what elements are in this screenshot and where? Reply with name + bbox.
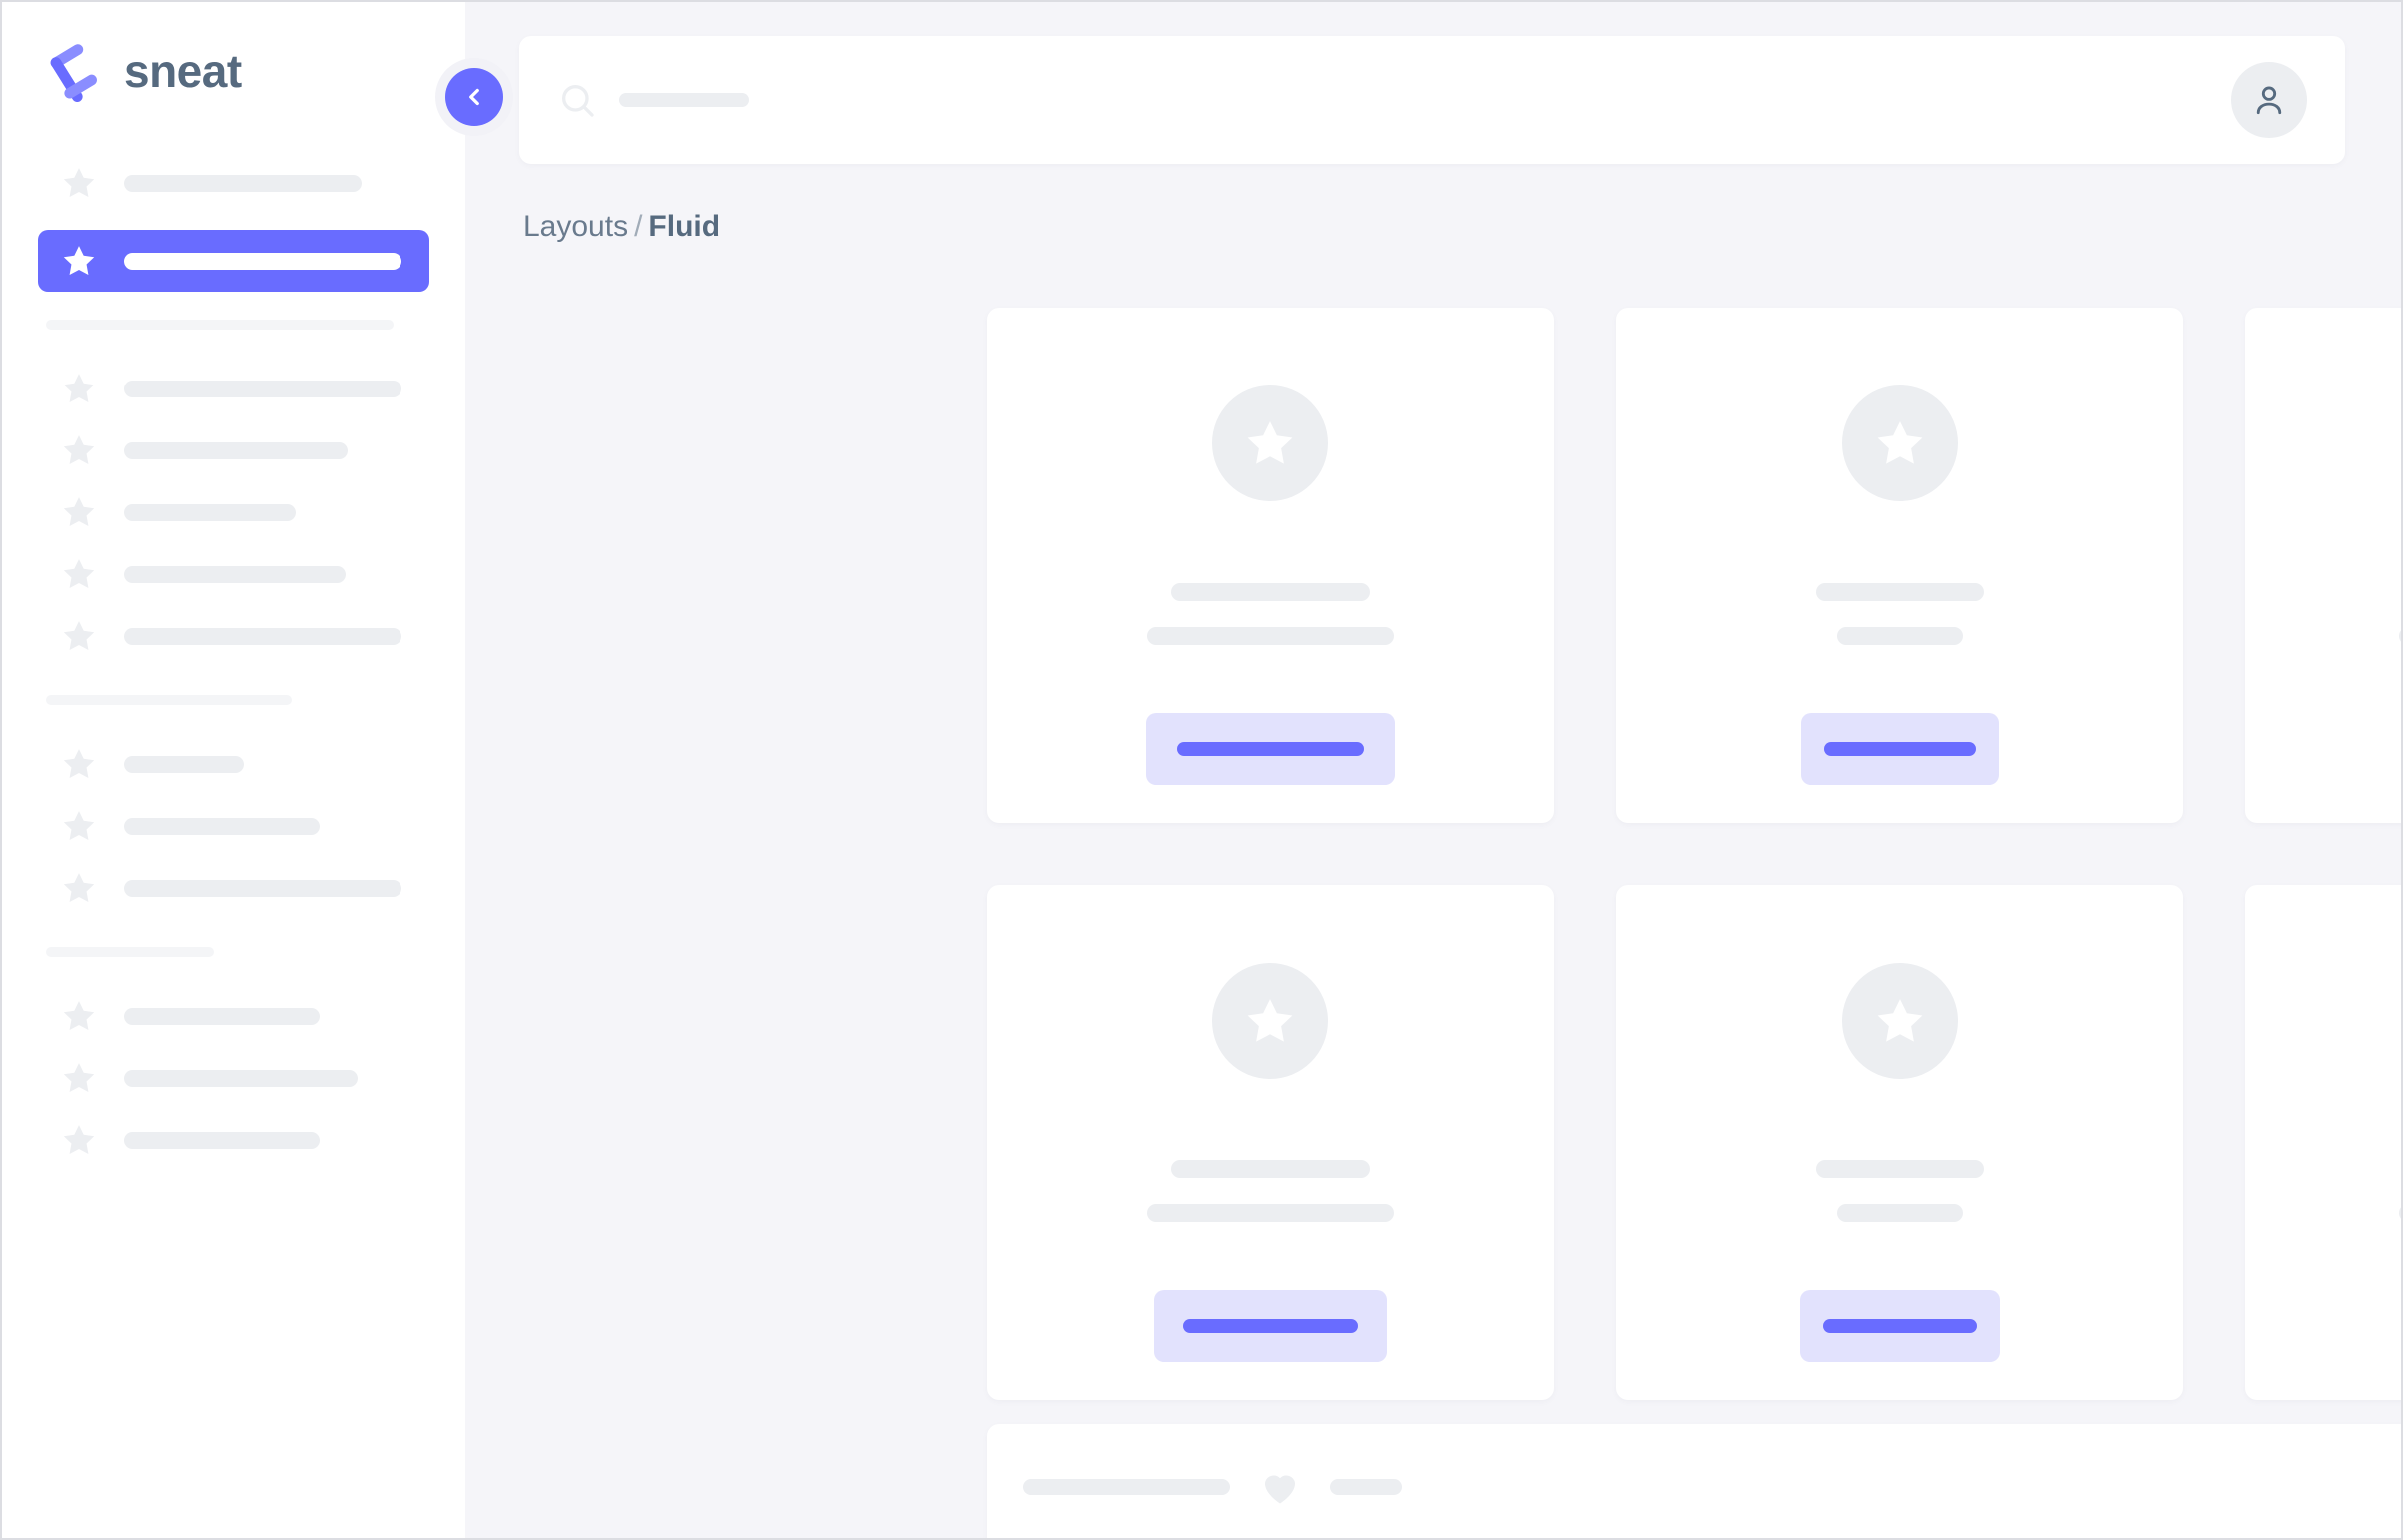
sidebar-divider <box>46 947 214 957</box>
sidebar-item-label-placeholder <box>124 503 296 521</box>
sidebar-item-6[interactable] <box>38 605 429 667</box>
star-icon <box>63 435 95 464</box>
card-avatar <box>1212 963 1328 1079</box>
sidebar-item-label-placeholder <box>124 879 401 897</box>
sidebar-item-5[interactable] <box>38 543 429 605</box>
avatar[interactable] <box>2231 62 2307 138</box>
sidebar-item-label-placeholder <box>124 627 401 645</box>
sidebar-item-1[interactable] <box>38 230 429 292</box>
search-icon <box>562 85 594 117</box>
sidebar-item-10[interactable] <box>38 985 429 1047</box>
sidebar: sneat <box>2 2 513 1538</box>
skeleton-card[interactable] <box>1616 885 2183 1400</box>
star-icon <box>1877 421 1923 464</box>
sidebar-item-2[interactable] <box>38 358 429 419</box>
star-icon <box>1247 999 1293 1042</box>
top-navbar <box>519 36 2345 164</box>
sidebar-item-label-placeholder <box>124 755 244 773</box>
sidebar-item-label-placeholder <box>124 174 362 192</box>
sidebar-item-0[interactable] <box>38 152 429 214</box>
sidebar-item-label-placeholder <box>124 565 346 583</box>
card-avatar <box>1842 385 1958 501</box>
sidebar-item-7[interactable] <box>38 733 429 795</box>
card-action-label-placeholder <box>1823 1319 1977 1333</box>
search-box[interactable] <box>557 80 2231 120</box>
card-subtitle-placeholder <box>1837 1204 1963 1222</box>
sidebar-item-12[interactable] <box>38 1109 429 1170</box>
skeleton-card[interactable] <box>1616 308 2183 823</box>
card-title-placeholder <box>1816 1160 1984 1178</box>
star-icon <box>63 168 95 197</box>
card-title-placeholder <box>1171 583 1370 601</box>
star-icon <box>63 1001 95 1030</box>
star-icon <box>63 246 95 275</box>
card-subtitle-placeholder <box>2399 627 2401 645</box>
sidebar-item-label-placeholder <box>124 817 320 835</box>
search-input[interactable] <box>619 93 749 107</box>
card-title-placeholder <box>1171 1160 1370 1178</box>
brand-name: sneat <box>124 45 242 97</box>
card-avatar <box>1842 963 1958 1079</box>
card-avatar <box>1212 385 1328 501</box>
sidebar-item-4[interactable] <box>38 481 429 543</box>
sidebar-item-label-placeholder <box>124 441 348 459</box>
skeleton-card[interactable] <box>2245 308 2401 823</box>
sidebar-item-label-placeholder <box>124 1131 320 1149</box>
sidebar-divider <box>46 695 292 705</box>
sidebar-divider <box>46 320 394 330</box>
sidebar-item-8[interactable] <box>38 795 429 857</box>
sidebar-collapse-button[interactable] <box>435 58 513 136</box>
heart-icon <box>1264 1475 1296 1504</box>
card-action-button[interactable] <box>1801 713 1999 785</box>
skeleton-card[interactable] <box>2245 885 2401 1400</box>
sidebar-item-label-placeholder <box>124 252 401 270</box>
breadcrumb: Layouts / Fluid <box>523 210 720 244</box>
chevron-left-icon <box>445 68 503 126</box>
card-subtitle-placeholder <box>2399 1204 2401 1222</box>
card-action-label-placeholder <box>1177 742 1364 756</box>
breadcrumb-parent[interactable]: Layouts <box>523 210 629 243</box>
card-grid <box>987 308 2401 1400</box>
star-icon <box>63 811 95 840</box>
star-icon <box>1877 999 1923 1042</box>
footer <box>987 1424 2401 1538</box>
card-title-placeholder <box>1816 583 1984 601</box>
sidebar-item-label-placeholder <box>124 1007 320 1025</box>
breadcrumb-separator: / <box>634 210 643 243</box>
footer-author-placeholder <box>1330 1479 1402 1495</box>
card-action-label-placeholder <box>1183 1319 1358 1333</box>
card-action-button[interactable] <box>1146 713 1395 785</box>
sidebar-item-9[interactable] <box>38 857 429 919</box>
footer-text-placeholder <box>1023 1479 1230 1495</box>
star-icon <box>63 497 95 526</box>
star-icon <box>63 873 95 902</box>
sneat-logo-icon <box>50 44 97 102</box>
sidebar-menu <box>2 152 465 1170</box>
skeleton-card[interactable] <box>987 885 1554 1400</box>
card-subtitle-placeholder <box>1147 1204 1394 1222</box>
star-icon <box>63 559 95 588</box>
sidebar-item-label-placeholder <box>124 1069 358 1087</box>
star-icon <box>1247 421 1293 464</box>
sidebar-item-label-placeholder <box>124 380 401 397</box>
footer-left <box>1023 1465 1402 1509</box>
brand[interactable]: sneat <box>40 40 242 102</box>
card-action-label-placeholder <box>1824 742 1976 756</box>
card-action-button[interactable] <box>1154 1290 1387 1362</box>
star-icon <box>63 374 95 402</box>
sidebar-item-11[interactable] <box>38 1047 429 1109</box>
user-icon <box>2256 86 2282 115</box>
star-icon <box>63 621 95 650</box>
content-area: Layouts / Fluid <box>465 2 2401 1538</box>
sidebar-item-3[interactable] <box>38 419 429 481</box>
card-subtitle-placeholder <box>1837 627 1963 645</box>
card-action-button[interactable] <box>1800 1290 2000 1362</box>
star-icon <box>63 1063 95 1092</box>
star-icon <box>63 749 95 778</box>
breadcrumb-current: Fluid <box>648 210 721 243</box>
skeleton-card[interactable] <box>987 308 1554 823</box>
star-icon <box>63 1125 95 1154</box>
card-subtitle-placeholder <box>1147 627 1394 645</box>
